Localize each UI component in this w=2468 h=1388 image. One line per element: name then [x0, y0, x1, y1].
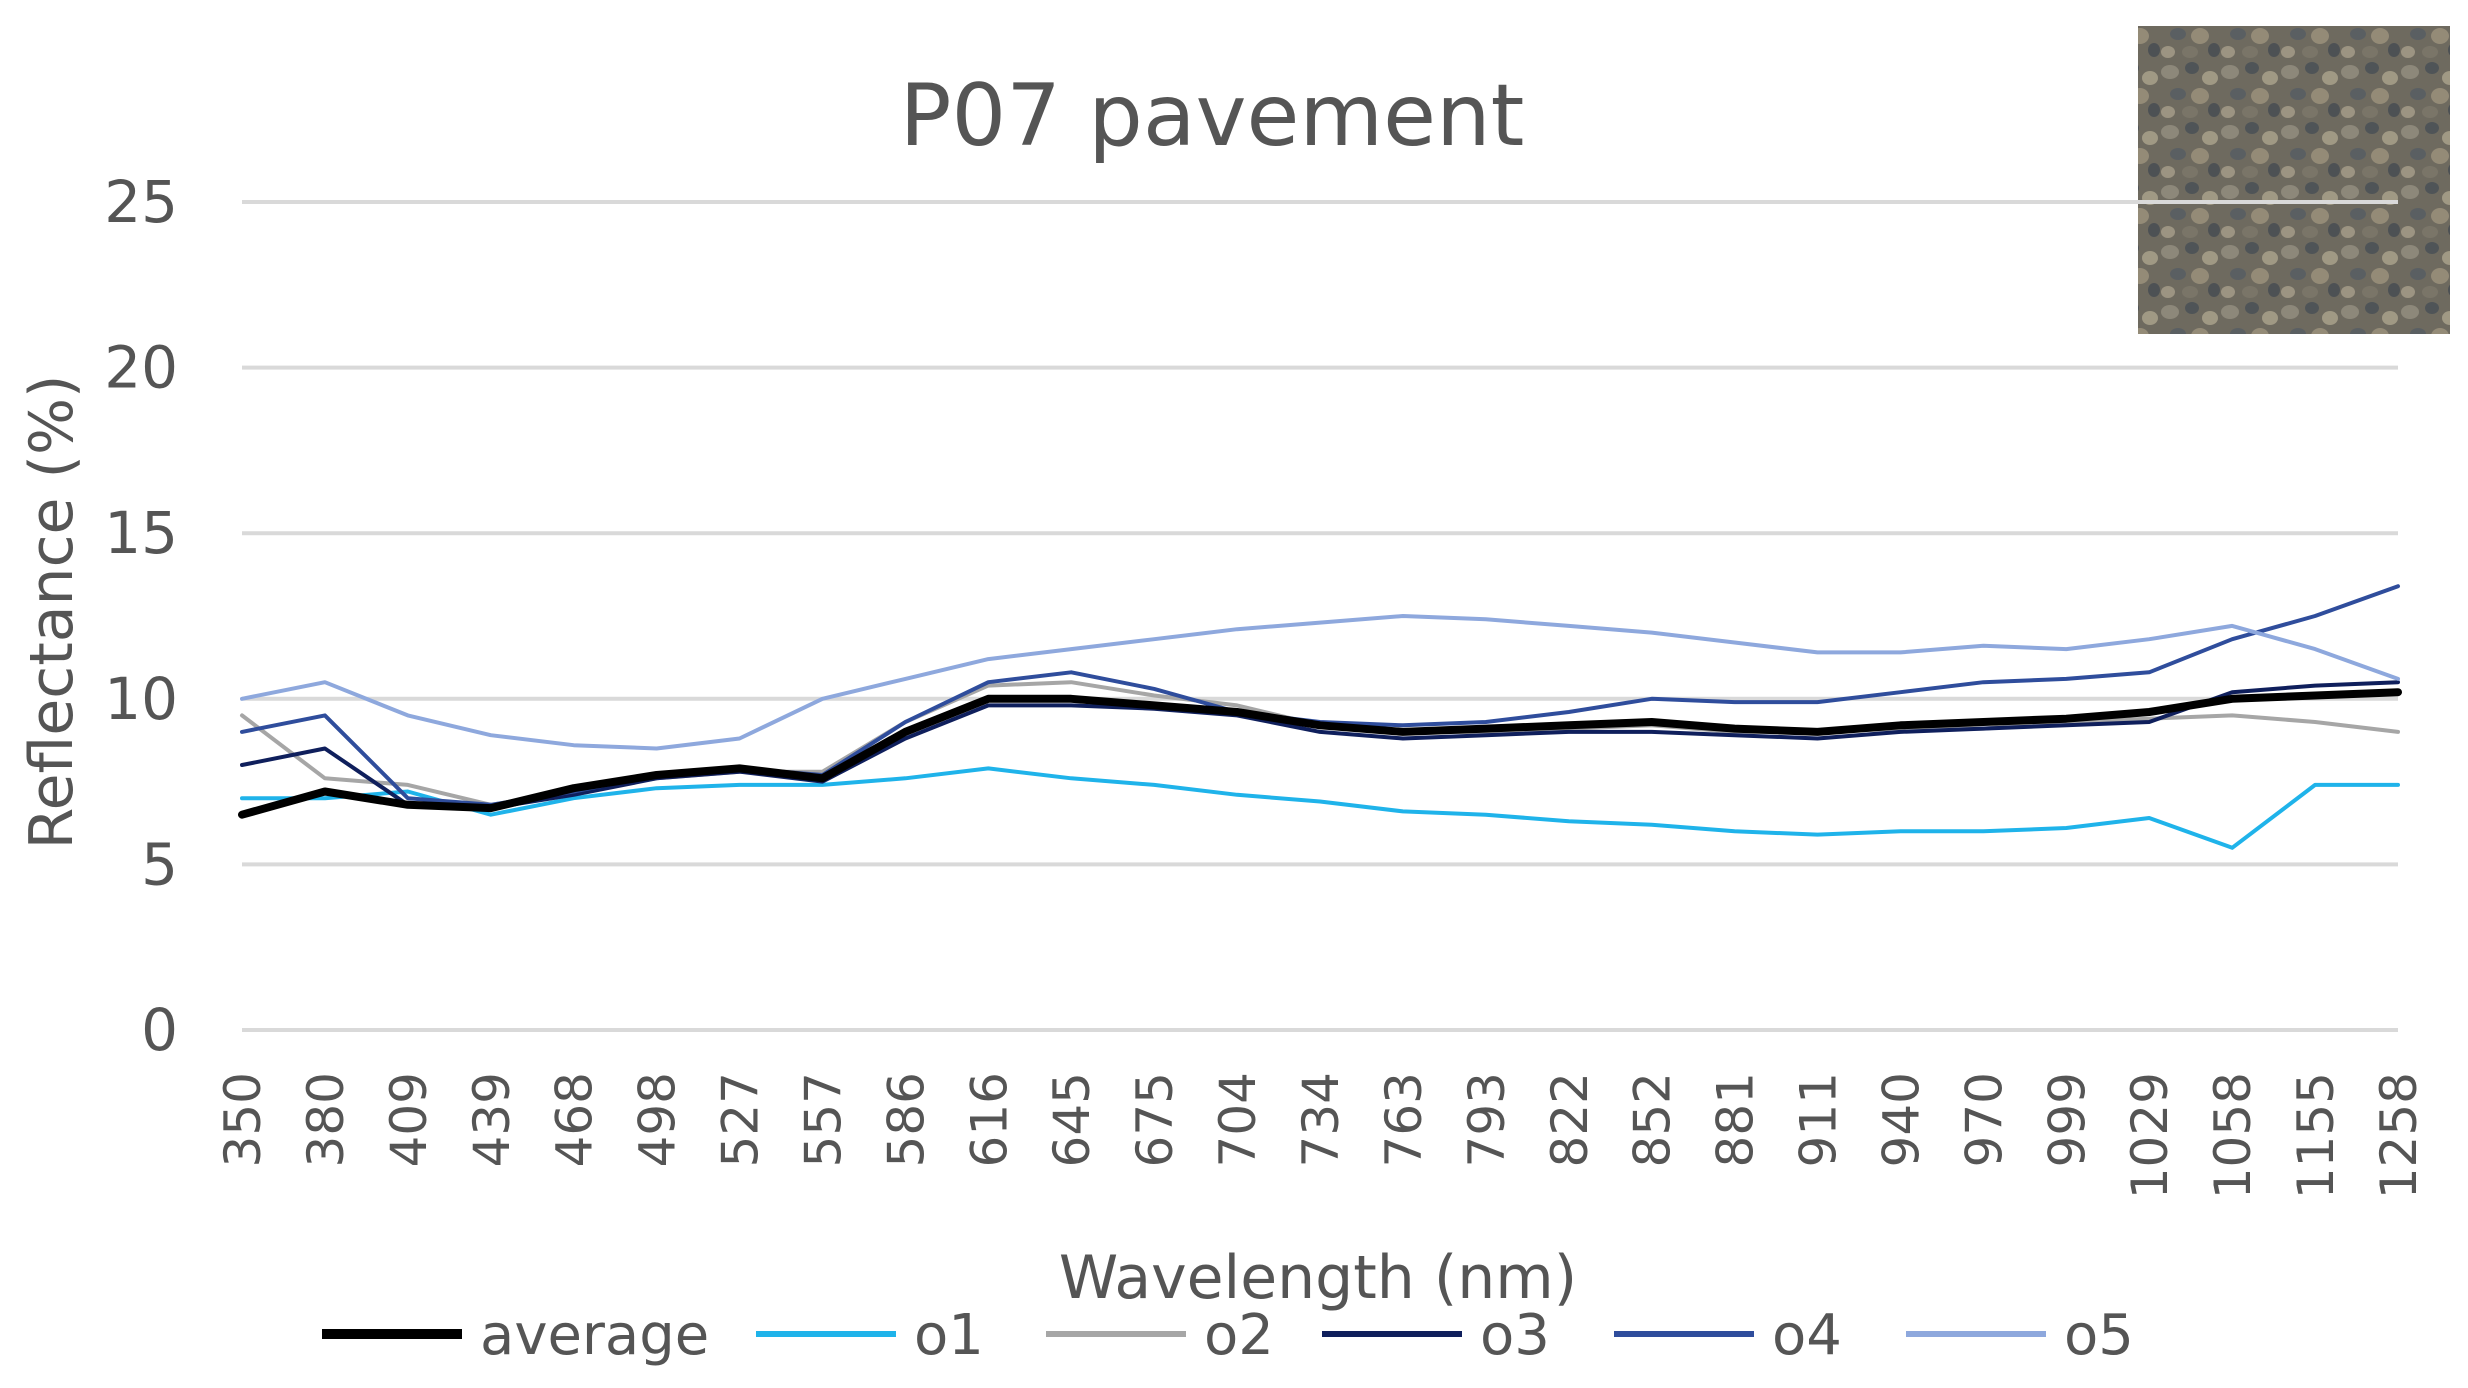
series-line-average — [238, 688, 2402, 819]
x-tick-label: 675 — [1126, 1072, 1184, 1167]
y-axis-label: Reflectance (%) — [17, 375, 87, 850]
series-lines — [238, 584, 2402, 850]
legend-label-o3: o3 — [1480, 1303, 1550, 1368]
legend-label-o4: o4 — [1772, 1303, 1842, 1368]
x-tick-label: 586 — [877, 1072, 935, 1167]
legend-label-o2: o2 — [1204, 1303, 1274, 1368]
x-tick-label: 911 — [1790, 1072, 1848, 1167]
x-tick-label: 409 — [380, 1072, 438, 1167]
grid-lines — [242, 200, 2398, 1032]
x-tick-label: 852 — [1624, 1072, 1682, 1167]
chart-title: P07 pavement — [900, 66, 1525, 166]
legend-label-o5: o5 — [2064, 1303, 2134, 1368]
x-tick-label: 1058 — [2204, 1072, 2262, 1199]
x-tick-label: 1258 — [2370, 1072, 2428, 1199]
series-line-o5 — [240, 614, 2400, 751]
x-tick-label: 970 — [1955, 1072, 2013, 1167]
x-tick-label: 498 — [629, 1072, 687, 1167]
y-tick-label: 5 — [141, 830, 178, 898]
x-tick-label: 439 — [463, 1072, 521, 1167]
y-tick-label: 15 — [104, 499, 178, 567]
series-line-o3 — [240, 680, 2400, 811]
series-line-o4 — [240, 584, 2400, 807]
x-tick-label: 380 — [297, 1072, 355, 1167]
x-tick-label: 999 — [2038, 1072, 2096, 1167]
legend-label-average: average — [480, 1303, 709, 1368]
y-tick-label: 10 — [104, 665, 178, 733]
x-tick-label: 1029 — [2121, 1072, 2179, 1199]
x-tick-label: 734 — [1292, 1072, 1350, 1167]
x-tick-label: 940 — [1872, 1072, 1930, 1167]
x-tick-label: 704 — [1209, 1072, 1267, 1167]
legend-label-o1: o1 — [914, 1303, 984, 1368]
x-tick-label: 793 — [1458, 1072, 1516, 1167]
x-tick-label: 1155 — [2287, 1072, 2345, 1199]
y-tick-label: 25 — [104, 168, 178, 236]
x-tick-label: 822 — [1541, 1072, 1599, 1167]
x-axis-ticks: 350 380 409 439 468 498 527 557 586 616 645 675 704 7… — [214, 1072, 2428, 1199]
x-tick-label: 763 — [1375, 1072, 1433, 1167]
y-tick-label: 0 — [141, 996, 178, 1064]
x-tick-label: 557 — [794, 1072, 852, 1167]
series-line-o1 — [240, 766, 2400, 850]
x-tick-label: 468 — [546, 1072, 604, 1167]
x-tick-label: 645 — [1043, 1072, 1101, 1167]
x-tick-label: 350 — [214, 1072, 272, 1167]
y-tick-label: 20 — [104, 334, 178, 402]
y-axis-ticks: 0 5 10 15 20 25 — [104, 168, 178, 1064]
x-tick-label: 616 — [960, 1072, 1018, 1167]
pavement-thumbnail — [2138, 26, 2450, 334]
x-tick-label: 527 — [712, 1072, 770, 1167]
x-axis-label: Wavelength (nm) — [1059, 1243, 1577, 1313]
x-tick-label: 881 — [1707, 1072, 1765, 1167]
legend: average o1 o2 o3 o4 o5 — [322, 1303, 2134, 1368]
